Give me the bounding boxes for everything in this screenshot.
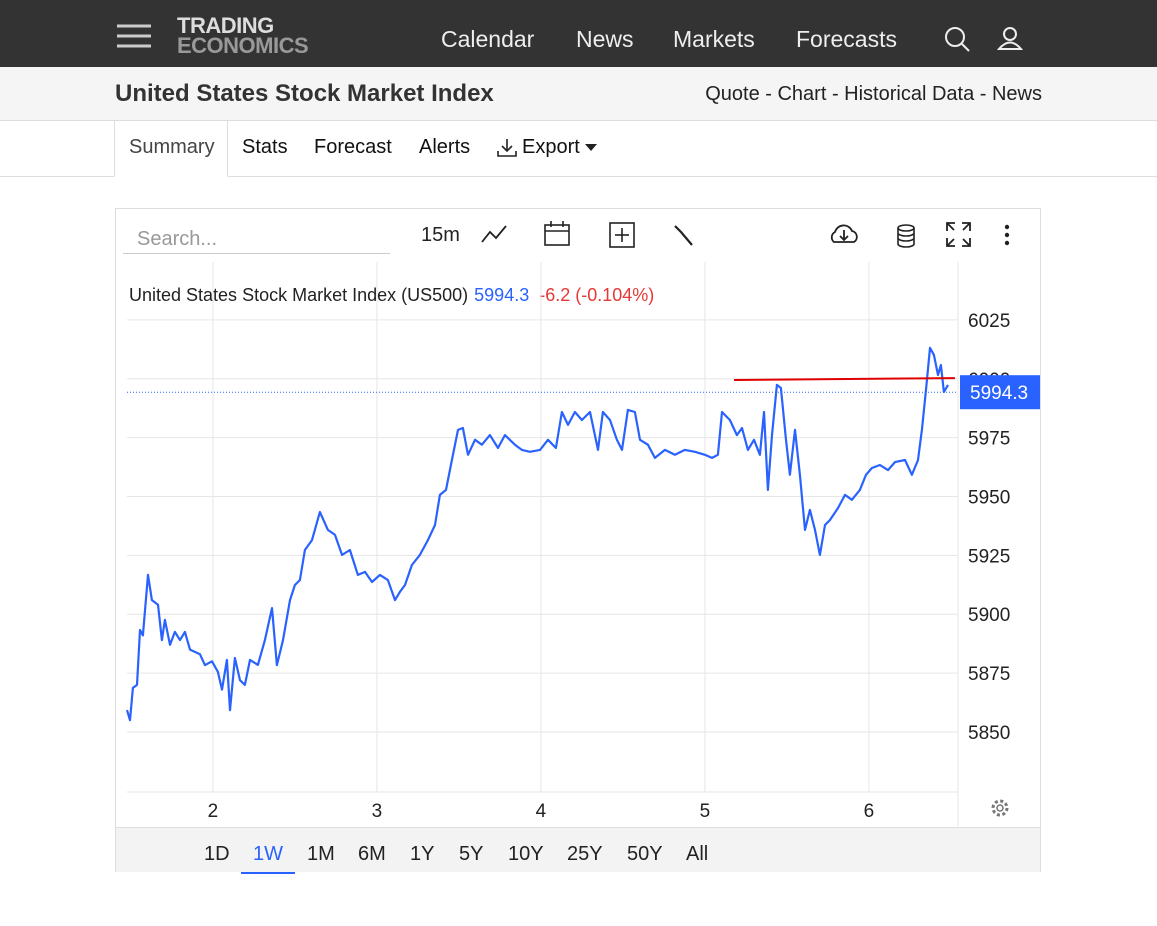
menu-icon[interactable] [117,24,151,48]
add-icon[interactable] [609,222,635,248]
sub-header [0,67,1157,121]
reference-line [733,377,955,381]
page-title: United States Stock Market Index [115,80,494,107]
settings-icon[interactable] [991,799,1009,817]
last-value-badge [960,375,1040,410]
tab[interactable]: Stats [242,136,288,158]
y-tick-label: 5900 [968,605,1010,626]
x-tick-label: 2 [208,801,219,822]
tab[interactable]: Alerts [419,136,471,158]
search-icon[interactable] [944,26,972,54]
active-tab [114,120,228,177]
line-icon[interactable] [481,225,507,243]
search-input[interactable]: Search... [123,228,390,254]
y-tick-label: 5875 [968,664,1010,685]
range-bar [116,827,1040,872]
logo-line: ECONOMICS [177,33,309,58]
range-button[interactable]: 6M [358,843,386,865]
chart: United States Stock Market Index (US500)… [125,262,1040,826]
tab[interactable]: Export [522,136,580,158]
interval[interactable]: 15m [421,224,460,246]
top-bar: TRADING ECONOMICS Calendar News Markets F… [0,0,1157,67]
logo-line: TRADING [177,13,274,38]
tab[interactable]: Summary [129,136,215,158]
tab[interactable]: Forecast [314,136,392,158]
sub-links[interactable]: Quote - Chart - Historical Data - News [705,83,1042,105]
nav-link[interactable]: Markets [673,26,755,52]
download-icon[interactable] [830,224,858,243]
y-tick-label: 5925 [968,546,1010,567]
last-value-label: 5994.3 [970,383,1028,404]
range-button[interactable]: 1M [307,843,335,865]
more-icon[interactable] [1004,224,1010,246]
legend-value: 5994.3 [474,285,529,305]
y-tick-label: 5975 [968,429,1010,450]
range-button[interactable]: 5Y [459,843,484,865]
fullscreen-icon[interactable] [946,222,971,247]
range-button[interactable]: All [686,843,709,865]
y-tick-label: 5850 [968,723,1010,744]
data-icon[interactable] [897,224,915,248]
grid [127,262,958,792]
range-button[interactable]: 1W [241,843,295,874]
range-button[interactable]: 50Y [627,843,663,865]
user-icon[interactable] [997,26,1023,52]
toolbar-icons [481,221,1010,248]
x-tick-label: 6 [864,801,875,822]
y-tick-label: 5950 [968,488,1010,509]
export-icon [497,139,517,157]
x-tick-label: 3 [372,801,383,822]
logo[interactable]: TRADING ECONOMICS [177,13,309,58]
tabs-border [0,176,1157,177]
range-button[interactable]: 1D [204,843,230,865]
range-button[interactable]: 25Y [567,843,603,865]
price-line [125,346,949,722]
range-button[interactable]: 10Y [508,843,544,865]
range-button[interactable]: 1Y [410,843,435,865]
legend-name: United States Stock Market Index (US500) [129,285,468,305]
dropdown-caret [585,144,597,151]
y-tick-label: 6025 [968,311,1010,332]
wrench-icon[interactable] [674,225,693,246]
legend-change: -6.2 (-0.104%) [539,285,654,305]
calendar-icon[interactable] [544,221,570,246]
x-tick-label: 4 [536,801,547,822]
legend-title: United States Stock Market Index (US500)… [129,285,654,305]
nav-link[interactable]: News [576,26,634,52]
x-tick-label: 5 [700,801,711,822]
nav-link[interactable]: Calendar [441,26,535,52]
nav-link[interactable]: Forecasts [796,26,897,52]
